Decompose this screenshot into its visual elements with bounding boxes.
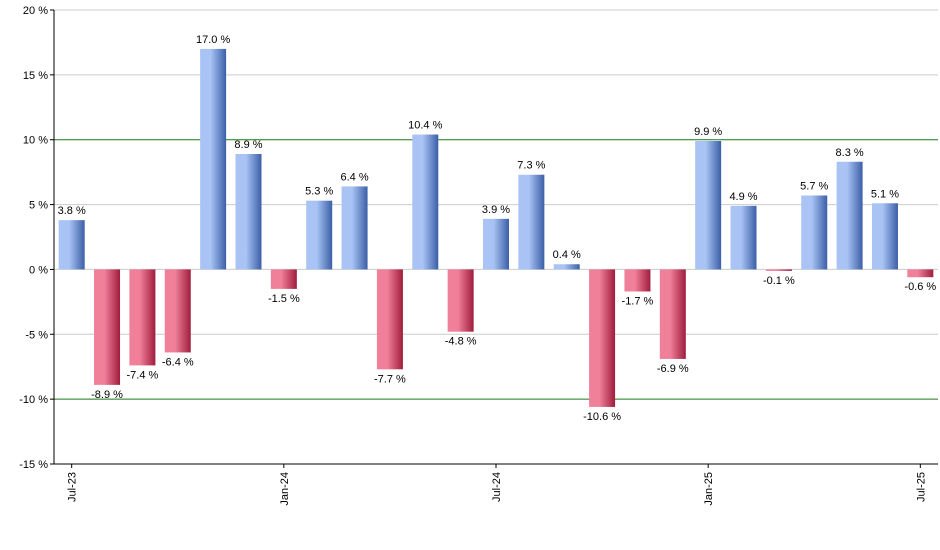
value-label: 5.1 % xyxy=(871,188,899,200)
bar-Nov-24 xyxy=(624,269,651,292)
value-label: 10.4 % xyxy=(408,120,442,132)
value-label: 5.3 % xyxy=(305,186,333,198)
bar-Feb-25 xyxy=(730,205,757,270)
value-label: -8.9 % xyxy=(91,389,123,401)
bar-Nov-23 xyxy=(200,48,227,270)
x-tick-label: Jul-24 xyxy=(491,472,503,502)
bar-Jun-24 xyxy=(447,269,474,332)
bar-Jan-24 xyxy=(270,269,297,289)
value-label: -10.6 % xyxy=(583,411,621,423)
bar-Dec-24 xyxy=(659,269,686,359)
y-tick-label: 0 % xyxy=(29,264,48,276)
value-label: 8.9 % xyxy=(234,139,262,151)
y-tick-label: 20 % xyxy=(23,5,48,17)
y-tick-label: 15 % xyxy=(23,70,48,82)
bar-Aug-24 xyxy=(518,174,545,270)
x-tick-label: Jul-25 xyxy=(915,472,927,502)
bar-May-24 xyxy=(412,134,439,270)
y-tick-label: 5 % xyxy=(29,200,48,212)
bar-Apr-25 xyxy=(801,195,828,270)
value-label: 17.0 % xyxy=(196,34,230,46)
value-label: -0.1 % xyxy=(763,275,795,287)
value-label: 3.9 % xyxy=(482,204,510,216)
value-label: 5.7 % xyxy=(800,180,828,192)
x-tick-label: Jan-24 xyxy=(279,472,291,506)
bar-Sep-24 xyxy=(553,264,580,270)
value-label: -1.7 % xyxy=(622,295,654,307)
bar-Sep-23 xyxy=(129,269,156,366)
bar-Jul-24 xyxy=(483,218,509,270)
value-label: -1.5 % xyxy=(268,293,300,305)
bar-Jul-23 xyxy=(58,220,85,270)
x-tick-label: Jul-23 xyxy=(67,472,79,502)
value-labels: 3.8 % -8.9 % -7.4 %-6.4 % 17.0 % 8.9 % -1.5 %… xyxy=(58,34,937,423)
y-tick-label: -5 % xyxy=(25,329,48,341)
x-tick-label: Jan-25 xyxy=(703,472,715,506)
value-label: -6.4 % xyxy=(162,356,194,368)
bar-Jul-25 xyxy=(907,269,934,278)
y-tick-label: 10 % xyxy=(23,135,48,147)
bar-Dec-23 xyxy=(235,153,262,270)
bar-Oct-24 xyxy=(589,269,616,407)
value-label: -0.6 % xyxy=(904,281,936,293)
bar-Oct-23 xyxy=(164,269,191,353)
y-tick-label: -10 % xyxy=(19,394,48,406)
bar-Jan-25 xyxy=(695,141,722,270)
bars xyxy=(58,48,934,407)
value-label: -4.8 % xyxy=(445,336,477,348)
bar-Feb-24 xyxy=(306,200,333,270)
value-label: 9.9 % xyxy=(694,126,722,138)
value-label: -6.9 % xyxy=(657,363,689,375)
bar-Aug-23 xyxy=(94,269,121,385)
value-label: 8.3 % xyxy=(836,147,864,159)
axes: -15 % -10 % -5 % 0 % 5 % 10 % 15 % 20 % Jul-23 Ja… xyxy=(19,5,938,506)
bar-Apr-24 xyxy=(376,269,403,370)
value-label: -7.4 % xyxy=(127,369,159,381)
bar-Mar-25 xyxy=(765,269,792,271)
bar-May-25 xyxy=(836,161,863,270)
value-label: 3.8 % xyxy=(58,205,86,217)
bar-Jun-25 xyxy=(871,203,898,270)
value-label: 4.9 % xyxy=(729,191,757,203)
bar-Mar-24 xyxy=(341,186,368,270)
y-tick-label: -15 % xyxy=(19,459,48,471)
value-label: 6.4 % xyxy=(340,171,368,183)
value-label: 0.4 % xyxy=(553,249,581,261)
value-label: 7.3 % xyxy=(517,160,545,172)
value-label: -7.7 % xyxy=(374,373,406,385)
